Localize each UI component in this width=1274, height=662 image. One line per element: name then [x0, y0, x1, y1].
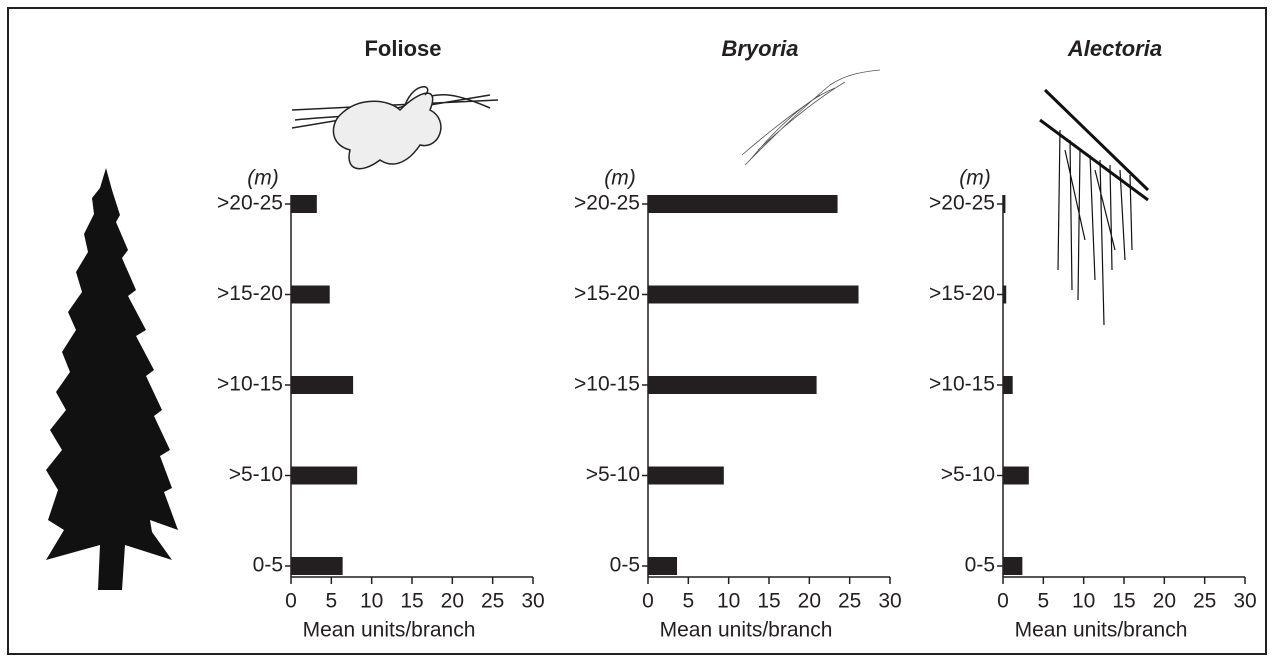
- y-axis-label: (m): [247, 167, 278, 190]
- x-tick-label: 15: [757, 590, 780, 613]
- bar: [648, 557, 677, 575]
- y-tick-label: 0-5: [253, 554, 283, 577]
- x-tick-label: 0: [285, 590, 297, 613]
- x-tick-label: 20: [441, 590, 464, 613]
- y-tick-label: >20-25: [929, 192, 995, 215]
- bar: [1003, 467, 1029, 485]
- x-tick-label: 25: [1193, 590, 1216, 613]
- bar: [648, 467, 724, 485]
- bar: [1003, 557, 1022, 575]
- panel-title: Bryoria: [721, 36, 798, 61]
- x-tick-label: 20: [1153, 590, 1176, 613]
- x-tick-label: 10: [1072, 590, 1095, 613]
- x-axis-label: Mean units/branch: [1015, 619, 1188, 642]
- x-tick-label: 0: [642, 590, 654, 613]
- y-tick-label: >5-10: [941, 463, 995, 486]
- y-tick-label: >10-15: [929, 373, 995, 396]
- y-tick-label: >10-15: [217, 373, 283, 396]
- bar: [1003, 195, 1005, 213]
- x-tick-label: 5: [1037, 590, 1049, 613]
- bar: [1003, 376, 1013, 394]
- bar: [291, 376, 353, 394]
- x-tick-label: 15: [400, 590, 423, 613]
- x-tick-label: 5: [682, 590, 694, 613]
- panel-title: Alectoria: [1067, 36, 1162, 61]
- y-tick-label: 0-5: [965, 554, 995, 577]
- y-tick-label: >5-10: [229, 463, 283, 486]
- bar: [648, 286, 859, 304]
- y-tick-label: >5-10: [586, 463, 640, 486]
- panel-title: Foliose: [364, 36, 441, 61]
- y-tick-label: >20-25: [574, 192, 640, 215]
- x-tick-label: 25: [838, 590, 861, 613]
- bar: [291, 286, 330, 304]
- bar: [291, 467, 357, 485]
- x-tick-label: 20: [798, 590, 821, 613]
- x-tick-label: 5: [325, 590, 337, 613]
- bar: [1003, 286, 1006, 304]
- bar: [648, 195, 838, 213]
- x-tick-label: 0: [997, 590, 1009, 613]
- y-tick-label: >20-25: [217, 192, 283, 215]
- x-tick-label: 10: [360, 590, 383, 613]
- x-axis-label: Mean units/branch: [660, 619, 833, 642]
- x-tick-label: 30: [521, 590, 544, 613]
- x-tick-label: 30: [1233, 590, 1256, 613]
- y-axis-label: (m): [604, 167, 635, 190]
- figure: Foliose (m) 0 5 10 15 20 25 30 Mean units/branch 0…: [0, 0, 1274, 662]
- y-tick-label: >15-20: [574, 282, 640, 305]
- y-axis-label: (m): [959, 167, 990, 190]
- y-tick-label: >15-20: [929, 282, 995, 305]
- x-tick-label: 10: [717, 590, 740, 613]
- x-tick-label: 15: [1112, 590, 1135, 613]
- bar: [648, 376, 817, 394]
- x-axis-label: Mean units/branch: [303, 619, 476, 642]
- y-tick-label: 0-5: [610, 554, 640, 577]
- bar: [291, 195, 317, 213]
- y-tick-label: >10-15: [574, 373, 640, 396]
- x-tick-label: 30: [878, 590, 901, 613]
- bar: [291, 557, 343, 575]
- y-tick-label: >15-20: [217, 282, 283, 305]
- x-tick-label: 25: [481, 590, 504, 613]
